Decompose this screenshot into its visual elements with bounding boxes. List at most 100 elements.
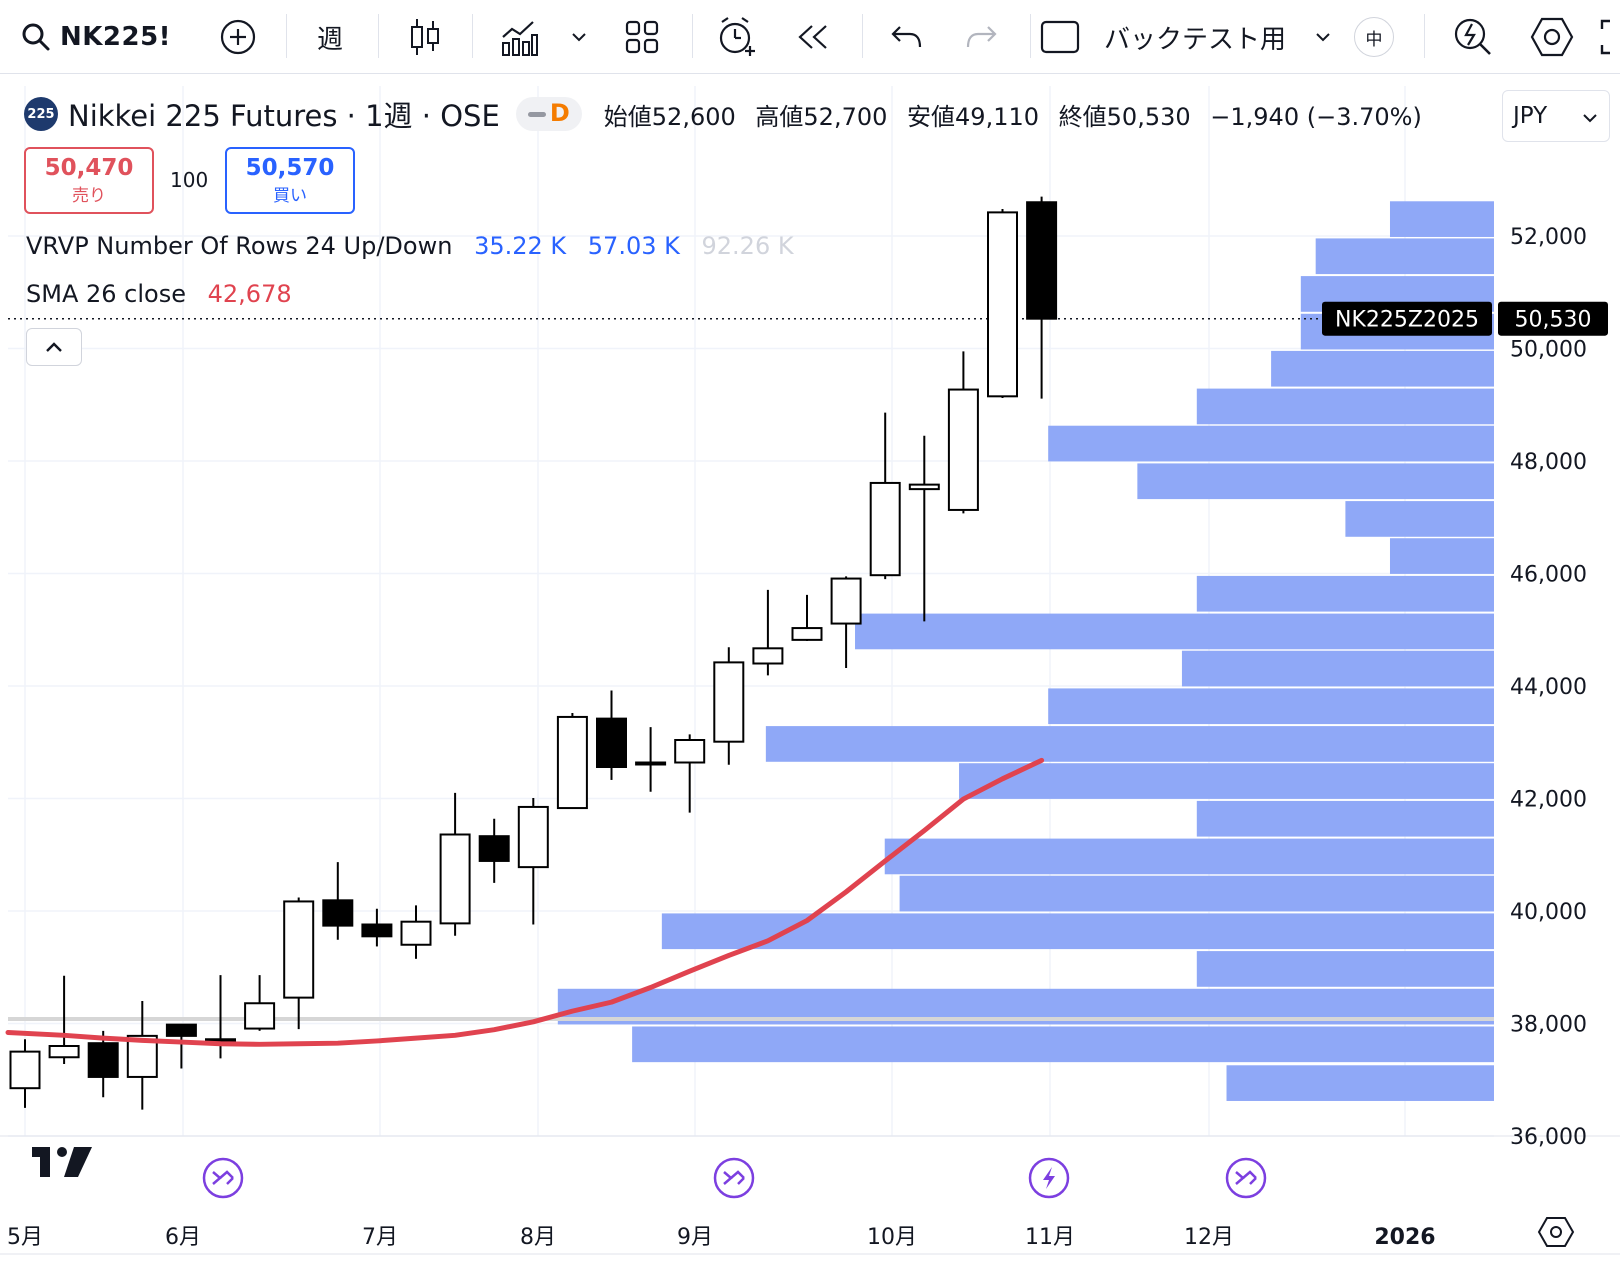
interval-button[interactable]: 週 <box>305 14 355 60</box>
low-value: 安値49,110 <box>907 102 1040 131</box>
replay-button[interactable] <box>790 14 836 60</box>
market-status-pill[interactable]: D <box>515 97 582 131</box>
high-value: 高値52,700 <box>755 102 888 131</box>
volume-profile-bar <box>1048 425 1494 462</box>
split-event-icon[interactable] <box>713 1157 755 1199</box>
delay-status: D <box>549 99 570 127</box>
lightning-icon <box>1043 1167 1055 1189</box>
interval-label: 週 <box>316 24 343 55</box>
chevron-up-icon <box>46 342 62 352</box>
split-event-icon[interactable] <box>202 1157 244 1199</box>
symbol-search[interactable]: NK225! <box>20 14 190 60</box>
candle-up <box>244 975 276 1031</box>
time-tick-label: 6月 <box>165 1225 201 1250</box>
alert-button[interactable] <box>712 14 762 60</box>
chevron-down-icon <box>1316 33 1330 42</box>
logo-part <box>64 1147 92 1177</box>
undo-button[interactable] <box>884 14 930 60</box>
volume-profile <box>557 201 1494 1101</box>
strategy-dropdown-toggle[interactable] <box>1310 14 1336 60</box>
settings-button[interactable] <box>1524 14 1580 60</box>
vrvp-legend[interactable]: VRVP Number Of Rows 24 Up/Down 35.22 K 5… <box>26 232 808 260</box>
strategy-dropdown[interactable]: バックテスト用 <box>1104 14 1300 60</box>
sell-label: 売り <box>72 186 106 206</box>
chevron-down-icon <box>572 33 586 42</box>
candle-down <box>478 818 510 883</box>
fullscreen-icon <box>1600 19 1610 55</box>
symbol-tag: NK225Z2025 <box>1335 308 1479 333</box>
order-quantity[interactable]: 100 <box>170 168 209 192</box>
earnings-event-icon[interactable] <box>1028 1157 1070 1199</box>
fullscreen-button[interactable] <box>1596 14 1620 60</box>
time-tick-label: 11月 <box>1025 1225 1075 1250</box>
symbol-tag-bg <box>1322 301 1492 336</box>
arrow-icon <box>226 1177 234 1185</box>
candle-body <box>947 388 979 511</box>
open-value: 始値52,600 <box>603 102 736 131</box>
undo-icon <box>891 26 922 48</box>
arrow-icon <box>737 1177 745 1185</box>
arrow-icon <box>219 1170 234 1179</box>
indicators-dropdown[interactable] <box>566 14 592 60</box>
candle-up <box>908 435 940 622</box>
price-axis: 36,000 38,000 40,000 42,000 44,000 46,000 48,0… <box>1510 225 1587 1150</box>
currency-label: JPY <box>1513 103 1548 129</box>
candle-up <box>947 351 979 514</box>
time-tick-label: 7月 <box>362 1225 398 1250</box>
candle-body <box>517 805 549 869</box>
badge-text: 中 <box>1354 17 1394 57</box>
sma-value: 42,678 <box>207 280 292 308</box>
quick-search-button[interactable] <box>1448 14 1498 60</box>
volume-profile-bar <box>899 875 1494 912</box>
candle-body <box>791 627 823 641</box>
volume-profile-bar <box>1196 575 1494 612</box>
candle-up <box>48 975 80 1064</box>
candle-up <box>556 713 588 810</box>
time-tick-label: 2026 <box>1374 1225 1435 1250</box>
layout-save-button[interactable] <box>1038 14 1082 60</box>
square-icon <box>1040 20 1080 54</box>
add-symbol-button[interactable] <box>214 14 262 60</box>
candle-down <box>165 1023 197 1069</box>
sma-legend[interactable]: SMA 26 close 42,678 <box>26 280 306 308</box>
vrvp-name: VRVP Number Of Rows 24 Up/Down <box>26 232 453 260</box>
volume-profile-bar <box>1196 388 1494 425</box>
candle-body <box>869 481 901 577</box>
sell-button[interactable]: 50,470 売り <box>24 147 154 214</box>
axis-settings-icon[interactable] <box>1537 1217 1575 1247</box>
collapse-legend-button[interactable] <box>26 328 82 366</box>
volume-profile-bar <box>1226 1065 1494 1101</box>
search-icon <box>22 23 50 51</box>
toolbar-divider <box>286 14 287 58</box>
time-tick-label: 10月 <box>867 1225 917 1250</box>
language-badge[interactable]: 中 <box>1352 14 1396 60</box>
buy-button[interactable]: 50,570 買い <box>225 147 355 214</box>
candle-up <box>9 1039 41 1108</box>
rewind-icon <box>798 25 827 49</box>
candle-body <box>439 833 471 925</box>
candle-body <box>635 761 667 766</box>
candle-body <box>478 835 510 862</box>
candle-body <box>87 1042 119 1078</box>
chart-type-button[interactable] <box>400 14 450 60</box>
top-toolbar: NK225! 週 バックテスト用 中 <box>0 0 1620 74</box>
volume-profile-bar <box>1137 463 1494 500</box>
toolbar-divider <box>1030 14 1031 58</box>
volume-profile-bar <box>1345 501 1494 537</box>
price-tick-label: 46,000 <box>1510 563 1587 588</box>
split-event-icon[interactable] <box>1225 1157 1267 1199</box>
price-tick-label: 50,000 <box>1510 338 1587 363</box>
redo-button[interactable] <box>958 14 1004 60</box>
indicators-button[interactable] <box>494 14 544 60</box>
currency-select[interactable]: JPY <box>1502 90 1610 142</box>
legend-title[interactable]: Nikkei 225 Futures · 1週 · OSE <box>68 99 500 133</box>
candle-up <box>752 589 784 676</box>
legend-title-row: 225 Nikkei 225 Futures · 1週 · OSE D 始値52… <box>24 94 1434 134</box>
change-value: −1,940 (−3.70%) <box>1210 102 1422 131</box>
layout-button[interactable] <box>620 14 664 60</box>
price-chart[interactable]: 36,000 38,000 40,000 42,000 44,000 46,000 48,0… <box>0 74 1620 1264</box>
symbol-name: NK225! <box>60 22 172 52</box>
candlestick-series <box>9 196 1058 1110</box>
volume-profile-bar <box>1181 650 1494 687</box>
event-markers <box>202 1157 1267 1199</box>
